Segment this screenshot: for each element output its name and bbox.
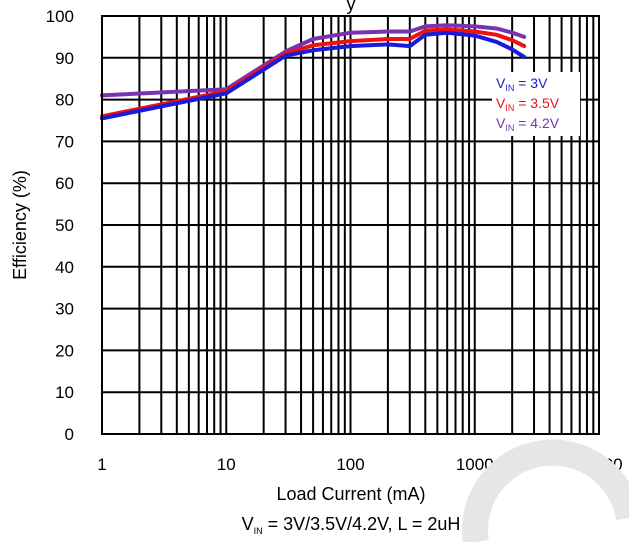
x-tick-label: 1 — [97, 455, 106, 474]
y-tick-label: 40 — [55, 258, 74, 277]
legend-box — [492, 72, 580, 136]
legend-sub: IN — [505, 103, 514, 113]
y-tick-label: 100 — [46, 7, 74, 26]
y-tick-label: 30 — [55, 300, 74, 319]
x-tick-label: 1000 — [456, 455, 494, 474]
y-tick-label: 0 — [65, 425, 74, 444]
watermark-shape — [462, 439, 629, 542]
y-tick-label: 80 — [55, 91, 74, 110]
caption-sub: IN — [254, 526, 263, 536]
y-tick-label: 10 — [55, 383, 74, 402]
chart-caption: VIN = 3V/3.5V/4.2V, L = 2uH — [242, 514, 461, 536]
y-tick-label: 60 — [55, 174, 74, 193]
chart-title-fragment: y — [347, 0, 356, 14]
legend-sub: IN — [505, 123, 514, 133]
caption-v: V — [242, 514, 254, 534]
plot-frame — [101, 15, 600, 435]
y-axis-title: Efficiency (%) — [10, 170, 30, 280]
series-line — [100, 23, 527, 98]
legend-entry: VIN = 3.5V — [496, 95, 560, 113]
caption-rest: = 3V/3.5V/4.2V, L = 2uH — [263, 514, 461, 534]
y-tick-label: 90 — [55, 49, 74, 68]
legend-v: V — [496, 75, 506, 91]
legend-entry: VIN = 3V — [496, 75, 548, 93]
y-tick-label: 20 — [55, 341, 74, 360]
legend-sub: IN — [505, 83, 514, 93]
legend-v: V — [496, 95, 506, 111]
x-tick-label: 10 — [217, 455, 236, 474]
y-tick-label: 50 — [55, 216, 74, 235]
series-layer — [100, 23, 527, 121]
y-tick-label: 70 — [55, 132, 74, 151]
legend-rest: = 3.5V — [514, 95, 559, 111]
legend-v: V — [496, 115, 506, 131]
series-line — [100, 27, 527, 119]
watermark-arc — [462, 439, 629, 542]
legend-entry: VIN = 4.2V — [496, 115, 560, 133]
legend-rest: = 4.2V — [514, 115, 559, 131]
x-axis-title: Load Current (mA) — [276, 484, 425, 504]
series-line — [100, 30, 527, 121]
x-tick-label: 100 — [336, 455, 364, 474]
legend-rest: = 3V — [514, 75, 548, 91]
